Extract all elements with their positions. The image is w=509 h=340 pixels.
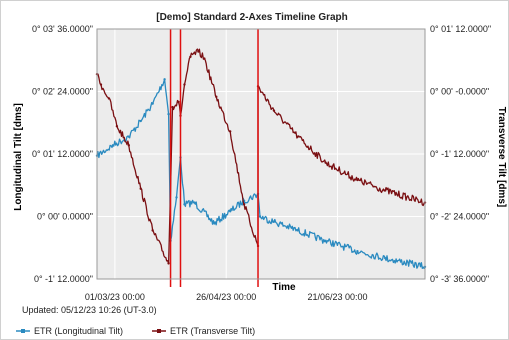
left-tick-label: 0° 03' 36.0000" — [32, 24, 93, 34]
x-axis-title: Time — [272, 282, 296, 293]
point-transverse — [107, 97, 111, 100]
legend-marker-transverse — [157, 329, 161, 333]
right-tick-label: 0° -2' 24.0000" — [430, 212, 489, 222]
right-tick-label: 0° -3' 36.0000" — [430, 274, 489, 284]
point-transverse — [151, 229, 154, 232]
point-longitudinal — [167, 112, 170, 116]
point-longitudinal — [163, 78, 166, 81]
plot-border — [96, 28, 426, 280]
point-longitudinal — [183, 203, 186, 206]
point-transverse — [177, 100, 180, 104]
x-tick-label: 21/06/23 00:00 — [308, 292, 368, 302]
left-axis-title: Longitudinal Tilt [dms] — [13, 103, 24, 211]
right-axis-ticks: 0° 01' 12.0000" 0° 00' -0.0000" 0° -1' 12.… — [430, 24, 491, 284]
point-transverse — [189, 55, 192, 58]
chart-title: [Demo] Standard 2-Axes Timeline Graph — [156, 12, 348, 23]
point-longitudinal — [151, 102, 154, 105]
x-axis-ticks: 01/03/23 00:00 26/04/23 00:00 21/06/23 00:… — [85, 292, 368, 302]
legend-marker-longitudinal — [21, 329, 25, 333]
point-transverse — [296, 135, 299, 138]
point-transverse — [99, 83, 103, 86]
updated-footer: Updated: 05/12/23 10:26 (UT-3.0) — [22, 305, 157, 315]
legend: ETR (Longitudinal Tilt) ETR (Transverse … — [16, 326, 255, 336]
x-tick-label: 01/03/23 00:00 — [85, 292, 145, 302]
legend-item-transverse[interactable]: ETR (Transverse Tilt) — [152, 326, 255, 336]
point-longitudinal — [213, 222, 216, 225]
point-longitudinal — [139, 119, 142, 123]
point-longitudinal — [111, 144, 115, 147]
legend-label-longitudinal: ETR (Longitudinal Tilt) — [34, 326, 123, 336]
point-longitudinal — [228, 210, 232, 213]
right-tick-label: 0° 01' 12.0000" — [430, 24, 491, 34]
vertical-markers — [169, 29, 259, 287]
point-transverse — [139, 187, 142, 190]
x-tick-label: 26/04/23 00:00 — [196, 292, 256, 302]
point-longitudinal — [272, 220, 276, 223]
point-transverse — [242, 203, 246, 206]
point-transverse — [384, 189, 387, 192]
point-transverse — [215, 95, 218, 98]
left-tick-label: 0° -1' 12.0000" — [34, 274, 93, 284]
point-longitudinal — [356, 250, 359, 253]
point-longitudinal — [296, 229, 299, 232]
point-transverse — [171, 105, 174, 109]
point-transverse — [197, 50, 200, 53]
grid-lines — [97, 28, 425, 280]
left-tick-label: 0° 00' 0.0000" — [37, 212, 93, 222]
point-transverse — [203, 57, 206, 60]
point-longitudinal — [193, 201, 196, 204]
legend-label-transverse: ETR (Transverse Tilt) — [170, 326, 255, 336]
point-longitudinal — [175, 196, 178, 199]
left-tick-label: 0° 01' 12.0000" — [32, 149, 93, 159]
right-tick-label: 0° -1' 12.0000" — [430, 149, 489, 159]
point-transverse — [324, 161, 327, 164]
point-transverse — [115, 125, 119, 128]
point-transverse — [356, 178, 359, 182]
point-transverse — [272, 109, 276, 112]
point-longitudinal — [384, 256, 387, 260]
point-transverse — [183, 83, 186, 86]
series-layer — [95, 48, 427, 270]
right-tick-label: 0° 00' -0.0000" — [430, 87, 489, 97]
point-longitudinal — [258, 215, 262, 218]
left-axis-ticks: 0° 03' 36.0000" 0° 02' 24.0000" 0° 01' 12.… — [32, 24, 93, 284]
point-longitudinal — [324, 239, 327, 243]
legend-item-longitudinal[interactable]: ETR (Longitudinal Tilt) — [16, 326, 123, 336]
left-tick-label: 0° 02' 24.0000" — [32, 87, 93, 97]
right-axis-title: Transverse Tilt [dms] — [496, 107, 507, 207]
point-transverse — [228, 130, 232, 133]
point-longitudinal — [127, 135, 131, 138]
point-transverse — [167, 262, 170, 265]
point-transverse — [127, 144, 131, 147]
